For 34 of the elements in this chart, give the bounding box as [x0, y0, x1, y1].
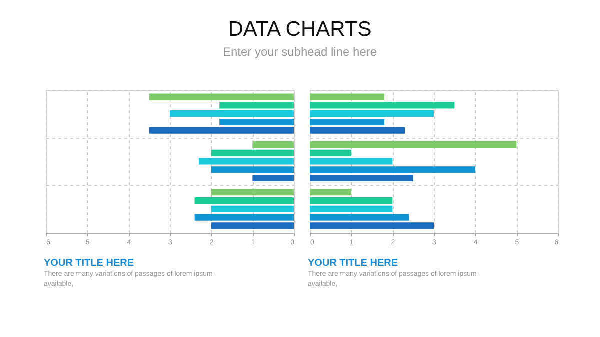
- bar: [310, 206, 393, 212]
- bar: [310, 141, 517, 148]
- bar: [310, 189, 352, 196]
- bar: [198, 158, 294, 165]
- bar: [220, 102, 294, 109]
- bar: [149, 94, 294, 100]
- bar: [211, 189, 294, 196]
- bar: [310, 127, 406, 134]
- bar: [310, 102, 455, 109]
- bar: [211, 166, 294, 174]
- bar: [194, 214, 294, 221]
- bar: [211, 206, 294, 212]
- bar: [310, 150, 352, 156]
- bar: [194, 198, 294, 204]
- bar: [310, 222, 434, 230]
- text: YOUR TITLE HERE: [44, 258, 136, 269]
- bar: [211, 150, 294, 156]
- bar: [310, 166, 476, 174]
- bar: [310, 158, 393, 165]
- bar: [220, 118, 294, 126]
- bar: [149, 127, 294, 134]
- bar: [310, 118, 384, 126]
- bar: [310, 94, 384, 100]
- bar: [252, 141, 294, 148]
- bar: [310, 175, 414, 182]
- text: DATA CHARTS: [227, 18, 373, 42]
- text: YOUR TITLE HERE: [308, 258, 400, 269]
- bar: [310, 214, 410, 221]
- text: Enter your subhead line here: [222, 45, 378, 59]
- bar: [310, 110, 434, 118]
- bar: [170, 110, 294, 118]
- bar: [211, 222, 294, 230]
- bar: [252, 175, 294, 182]
- bar: [310, 198, 393, 204]
